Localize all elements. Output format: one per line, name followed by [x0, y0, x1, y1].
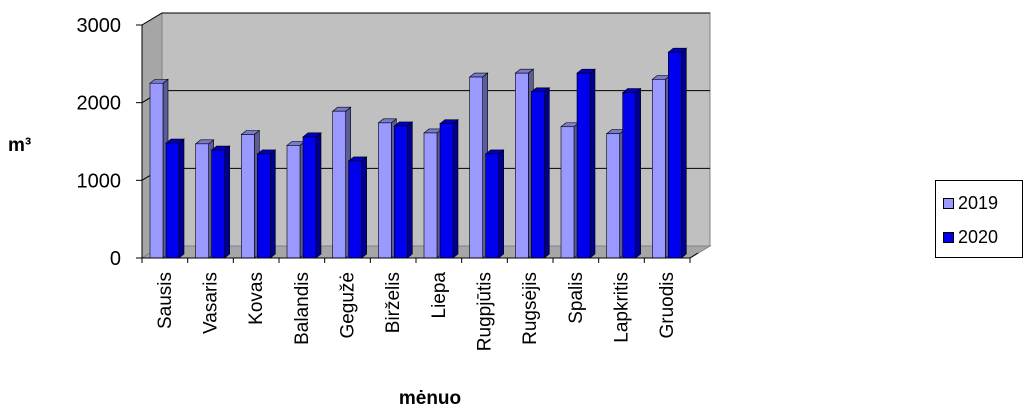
x-tick-label: Birželis	[383, 272, 404, 333]
bar-2019-Rugpjūtis	[468, 72, 489, 259]
y-tick-label: 1000	[77, 170, 122, 192]
x-tick-label: Spalis	[566, 272, 587, 324]
bar-2020-Balandis	[302, 132, 322, 259]
x-tick-label: Gruodis	[657, 272, 678, 339]
x-tick-labels: Sausis Vasaris Kovas Balandis Gegužė Birželis…	[155, 272, 678, 352]
bar-2020-Birželis	[393, 121, 414, 259]
x-tick-label: Rugsėjis	[520, 272, 541, 345]
bar-2019-Liepa	[423, 128, 443, 259]
bar-2020-Liepa	[439, 119, 459, 259]
legend-swatch-2019	[943, 197, 954, 209]
bar-2019-Lapkritis	[605, 129, 626, 259]
bar-2019-Vasaris	[194, 139, 215, 259]
legend-item-2020: 2020	[943, 225, 998, 249]
x-tick-label: Liepa	[429, 272, 450, 319]
bar-2019-Sausis	[149, 78, 169, 259]
bar-2019-Gruodis	[651, 74, 672, 259]
bar-2020-Gegužė	[347, 156, 368, 259]
axes	[136, 24, 699, 263]
bar-2020-Vasaris	[210, 145, 231, 259]
gridline	[141, 12, 710, 26]
x-tick-label: Vasaris	[201, 272, 222, 334]
bar-2020-Spalis	[576, 68, 596, 259]
x-tick-label: Rugpjūtis	[475, 272, 496, 351]
x-tick-label: Balandis	[292, 272, 313, 345]
bar-2019-Balandis	[286, 140, 306, 259]
bar-2019-Birželis	[377, 118, 398, 259]
x-tick-label: Kovas	[246, 272, 267, 325]
bar-2020-Sausis	[165, 138, 185, 259]
y-tick-label: 2000	[77, 93, 122, 115]
bar-2019-Rugsėjis	[514, 68, 535, 259]
y-tick-label: 3000	[77, 15, 122, 37]
legend-label-2019: 2019	[958, 192, 999, 213]
bar-2019-Gegužė	[331, 106, 352, 259]
bar-2020-Kovas	[256, 149, 277, 259]
y-tick-label: 0	[110, 248, 121, 270]
bars	[149, 47, 688, 259]
y-axis-title: m³	[8, 135, 31, 156]
bar-2019-Spalis	[560, 122, 580, 259]
bar-2020-Gruodis	[667, 47, 688, 259]
x-tick-label: Lapkritis	[612, 272, 633, 343]
x-tick-label: Sausis	[155, 272, 176, 329]
bar-2020-Rugsėjis	[530, 87, 551, 259]
x-axis-title: mėnuo	[399, 388, 461, 409]
y-tick-labels: 0 1000 2000 3000	[77, 15, 122, 270]
bar-2020-Lapkritis	[621, 87, 642, 259]
bar-2020-Rugpjūtis	[484, 149, 505, 259]
legend-swatch-2020	[943, 231, 954, 243]
bar-2019-Kovas	[240, 129, 261, 259]
legend-label-2020: 2020	[958, 226, 999, 247]
x-tick-label: Gegužė	[338, 272, 359, 339]
legend-item-2019: 2019	[943, 191, 998, 215]
legend: 2019 2020	[935, 180, 1023, 258]
